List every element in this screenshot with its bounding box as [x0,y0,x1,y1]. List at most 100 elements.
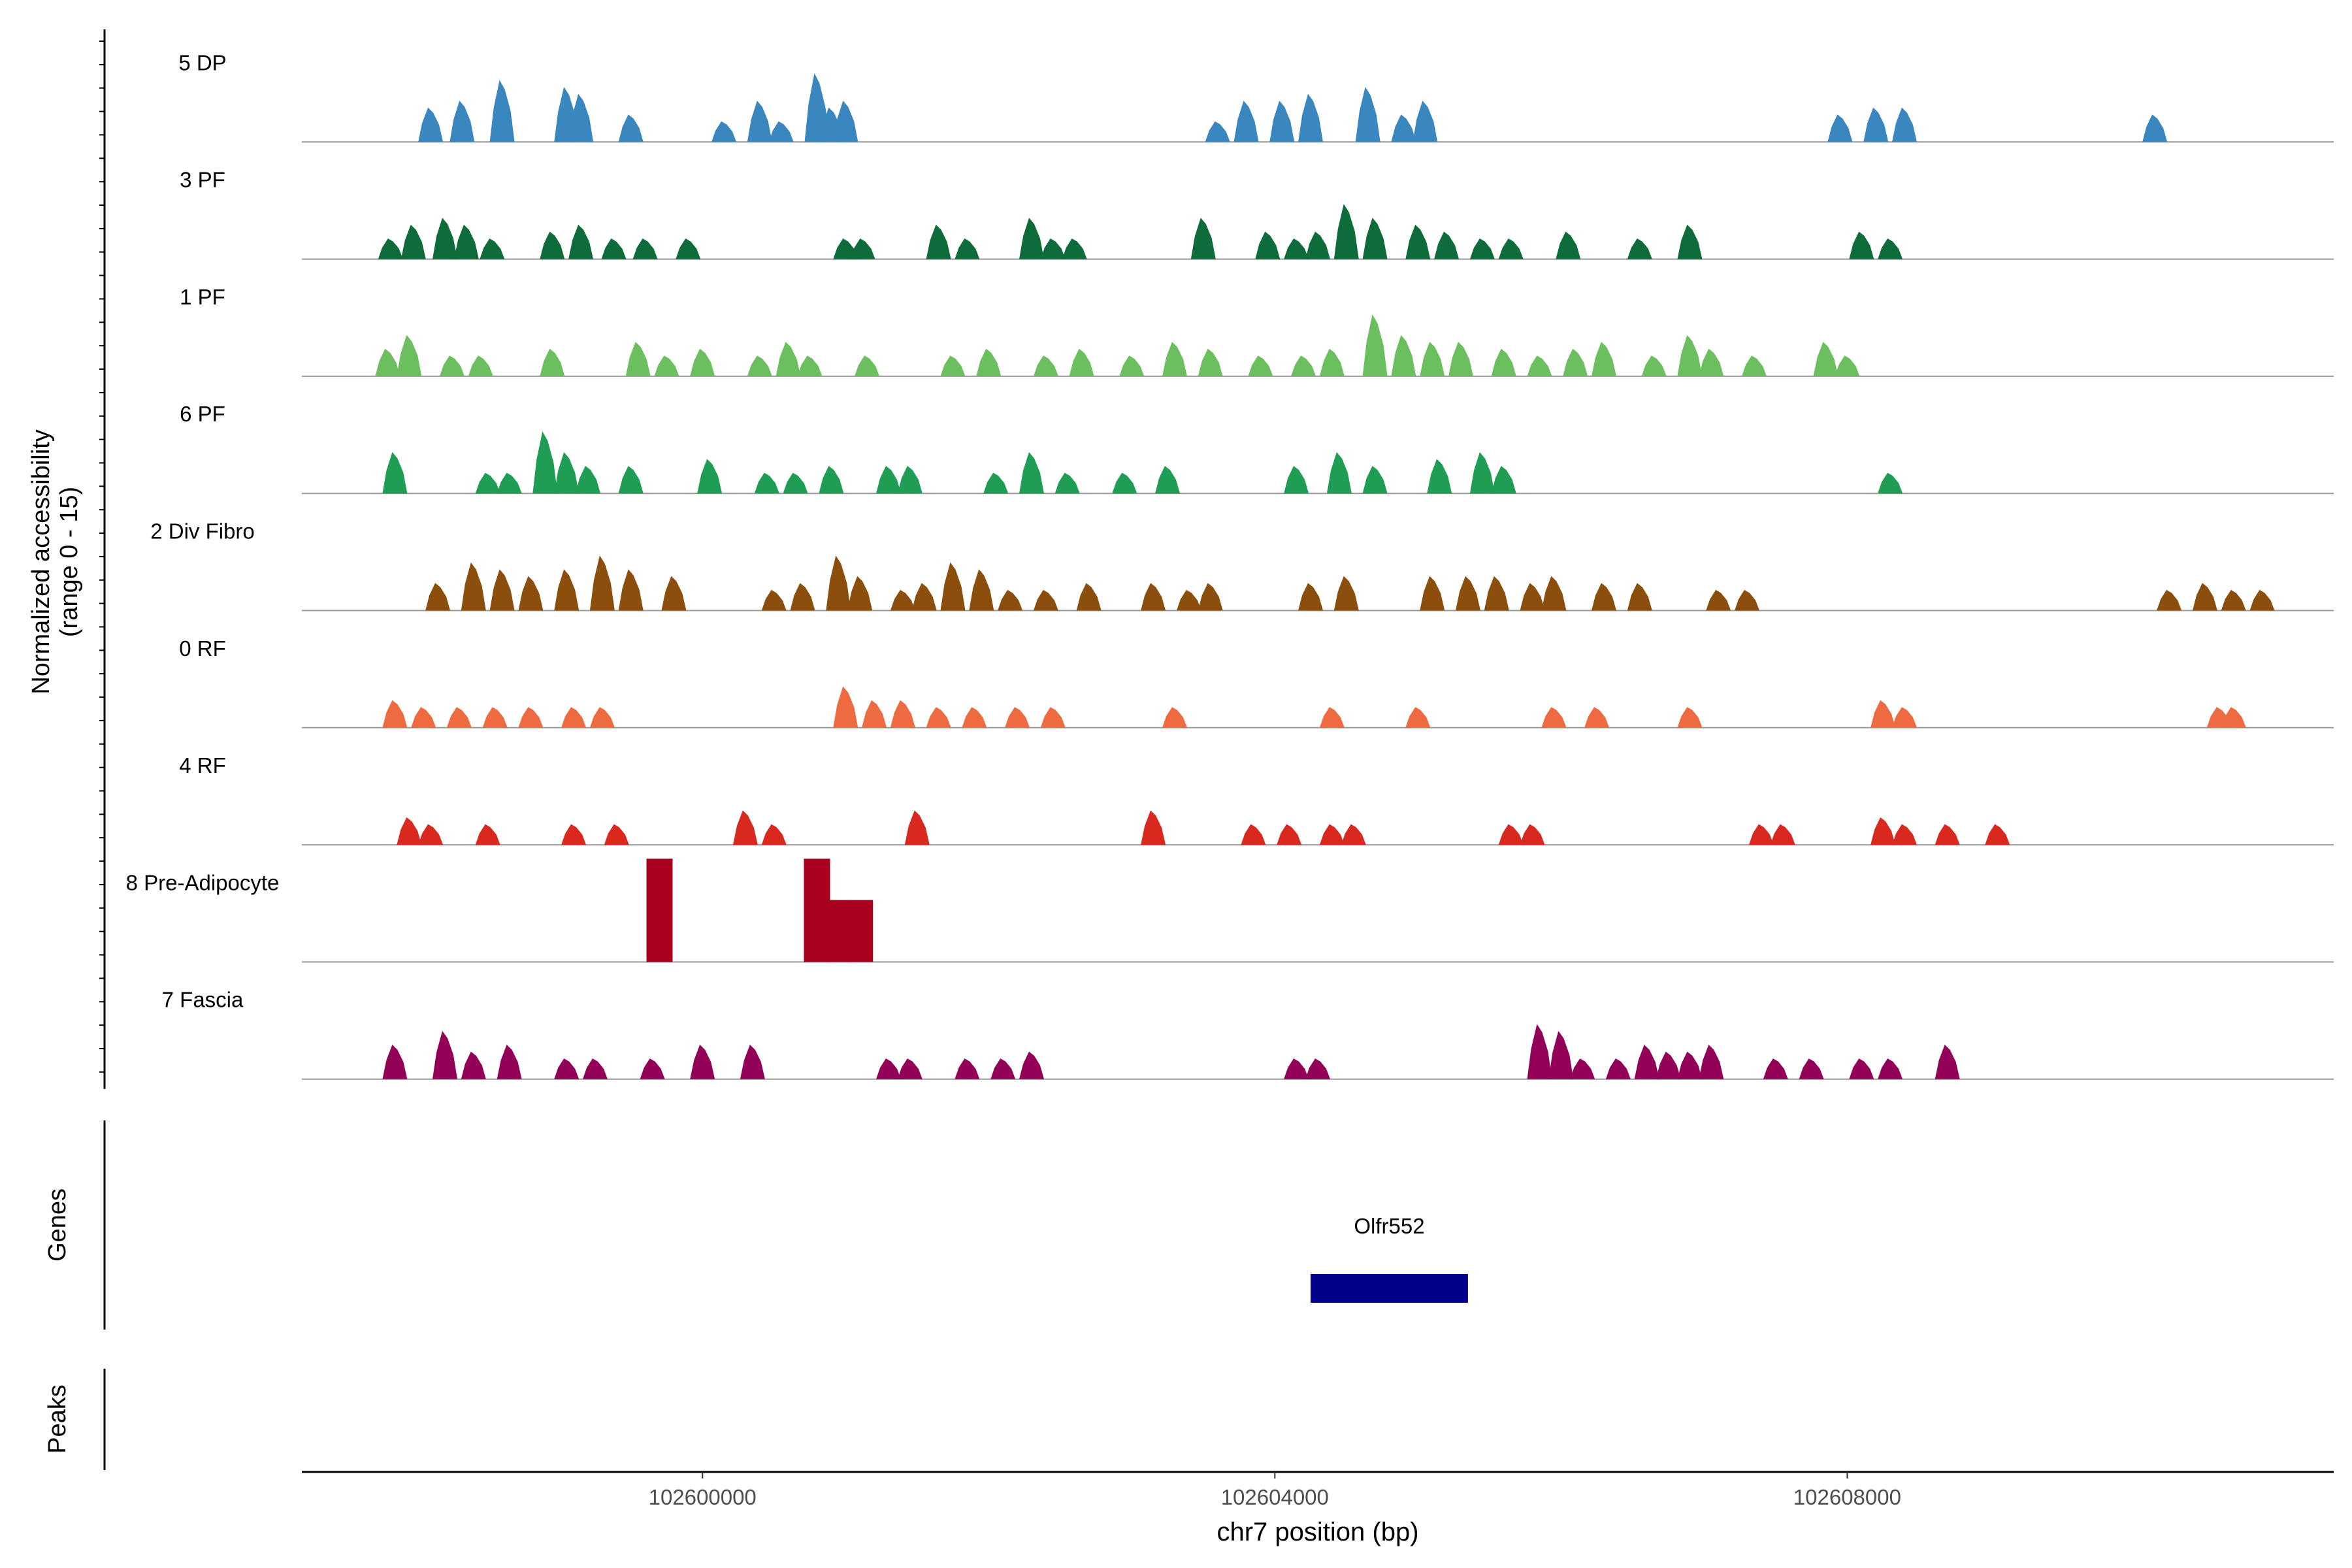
coverage-peak [862,700,887,728]
coverage-peak [1706,589,1731,611]
coverage-peak [1527,1024,1552,1079]
track-label: 8 Pre-Adipocyte [126,870,280,894]
coverage-peak [1019,452,1044,494]
gene-label: Olfr552 [1354,1214,1424,1238]
coverage-peak [1162,342,1187,376]
coverage-peak [554,452,580,494]
tracks-group: 5 DP 3 PF 1 PF 6 PF 2 Div Fibro 0 RF 4 RF 8 Pre… [126,50,2334,1080]
coverage-peak [375,348,400,376]
track-1-pf: 1 PF [180,285,2334,377]
coverage-peak [618,114,644,142]
coverage-peak [1198,348,1223,376]
coverage-peak [661,576,687,611]
coverage-peak [833,101,858,142]
coverage-peak [576,466,600,494]
track-4-rf: 4 RF [179,753,2334,846]
track-label: 6 PF [180,402,225,426]
coverage-peak [955,238,980,259]
coverage-peak [1305,1058,1330,1079]
coverage-peak [825,900,852,962]
coverage-peak [378,238,403,259]
coverage-peak [1870,817,1896,845]
coverage-peak [983,472,1009,494]
coverage-peak [850,238,875,259]
coverage-peak [969,569,994,611]
coverage-peak [604,824,629,845]
coverage-peak [1298,583,1323,611]
coverage-peak [1556,231,1581,259]
coverage-peak [855,355,880,376]
coverage-peak [1677,707,1703,728]
coverage-peak [1248,355,1273,376]
coverage-peak [1699,1045,1724,1079]
coverage-peak [1563,348,1588,376]
coverage-peak [1520,824,1545,845]
coverage-peak [1892,107,1917,142]
x-tick-label: 102600000 [649,1485,757,1509]
coverage-peak [518,576,544,611]
coverage-peak [1892,824,1917,845]
coverage-peak [1592,342,1616,376]
coverage-peak [897,1058,923,1079]
coverage-peak [382,452,408,494]
coverage-peak [1420,342,1445,376]
coverage-peak [2157,589,2182,611]
coverage-peak [990,1058,1016,1079]
coverage-peak [382,1045,408,1079]
coverage-peak [482,707,508,728]
coverage-peak [1813,342,1838,376]
peaks-track-label: Peaks [44,1384,71,1454]
track-label: 3 PF [180,168,225,192]
coverage-peak [797,355,823,376]
coverage-peak [740,1045,765,1079]
track-6-pf: 6 PF [180,402,2334,495]
coverage-peak [1190,218,1216,259]
coverage-peak [783,472,808,494]
coverage-peak [1269,101,1295,142]
coverage-peak [1420,576,1445,611]
coverage-peak [940,562,966,611]
coverage-peak [1284,466,1309,494]
coverage-peak [453,224,479,259]
coverage-peak [1584,707,1610,728]
coverage-peak [847,900,874,962]
coverage-peak [618,569,644,611]
coverage-peak [1627,238,1652,259]
coverage-peak [1878,1058,1903,1079]
coverage-peak [561,707,587,728]
coverage-peak [480,238,505,259]
coverage-peak [2192,583,2217,611]
coverage-peak [1870,700,1896,728]
coverage-peak [1119,355,1145,376]
coverage-peak [601,238,627,259]
coverage-peak [998,589,1023,611]
coverage-peak [1935,1045,1960,1079]
coverage-peak [449,101,475,142]
coverage-peak [646,858,673,962]
coverage-peak [2221,707,2246,728]
coverage-peak [1076,583,1102,611]
coverage-peak [382,700,408,728]
track-label: 4 RF [179,753,226,777]
coverage-peak [475,824,500,845]
coverage-peak [1362,466,1388,494]
coverage-peak [1033,589,1058,611]
coverage-peak [568,224,594,259]
coverage-peak [583,1058,608,1079]
coverage-peak [690,348,715,376]
coverage-peak [1155,466,1180,494]
coverage-peak [1405,224,1431,259]
coverage-peak [1605,1058,1631,1079]
track-2-div-fibro: 2 Div Fibro [150,519,2334,612]
coverage-peak [568,93,594,142]
coverage-peak [761,824,787,845]
coverage-peak [397,335,422,376]
coverage-peak [1040,707,1066,728]
coverage-peak [2221,589,2246,611]
coverage-peak [1162,707,1187,728]
coverage-peak [1241,824,1266,845]
coverage-peak [589,707,615,728]
coverage-peak [425,583,451,611]
coverage-peak [1427,459,1452,494]
